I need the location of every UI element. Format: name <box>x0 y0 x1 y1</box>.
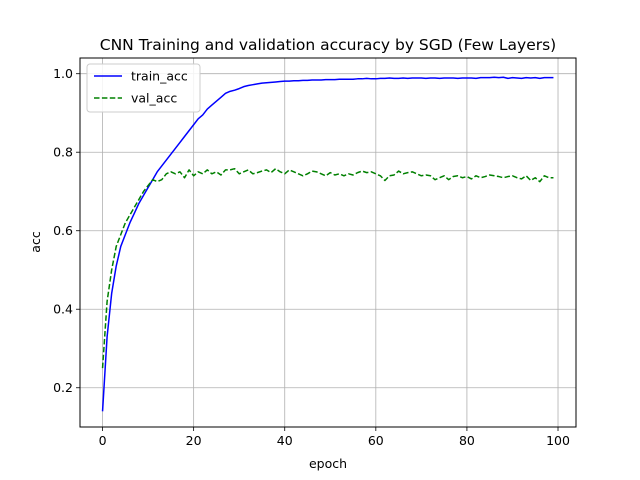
y-tick-label: 0.2 <box>53 380 73 395</box>
x-axis-label: epoch <box>309 456 347 471</box>
grid-lines <box>80 58 576 427</box>
legend-label-train-acc: train_acc <box>131 69 188 84</box>
x-tick-label: 20 <box>186 433 202 448</box>
series-lines <box>101 76 554 412</box>
series-line-val-acc <box>101 167 554 369</box>
x-tick-label: 0 <box>99 433 107 448</box>
x-tick-label: 100 <box>546 433 570 448</box>
legend-label-val-acc: val_acc <box>131 91 177 106</box>
legend: train_acc val_acc <box>86 63 201 113</box>
plot-area-frame <box>79 57 577 428</box>
x-tick-label: 40 <box>277 433 293 448</box>
series-line-train-acc <box>101 76 554 412</box>
y-tick-label: 0.4 <box>53 302 73 317</box>
y-axis-label: acc <box>28 231 43 253</box>
y-tick-label: 1.0 <box>53 66 73 81</box>
x-tick-label: 80 <box>459 433 475 448</box>
y-tick-label: 0.8 <box>53 145 73 160</box>
y-tick-label: 0.6 <box>53 223 73 238</box>
axis-ticks: 0 20 40 60 80 100 0.2 0.4 0.6 0.8 1.0 <box>53 66 570 448</box>
chart-title: CNN Training and validation accuracy by … <box>100 36 556 54</box>
x-tick-label: 60 <box>368 433 384 448</box>
